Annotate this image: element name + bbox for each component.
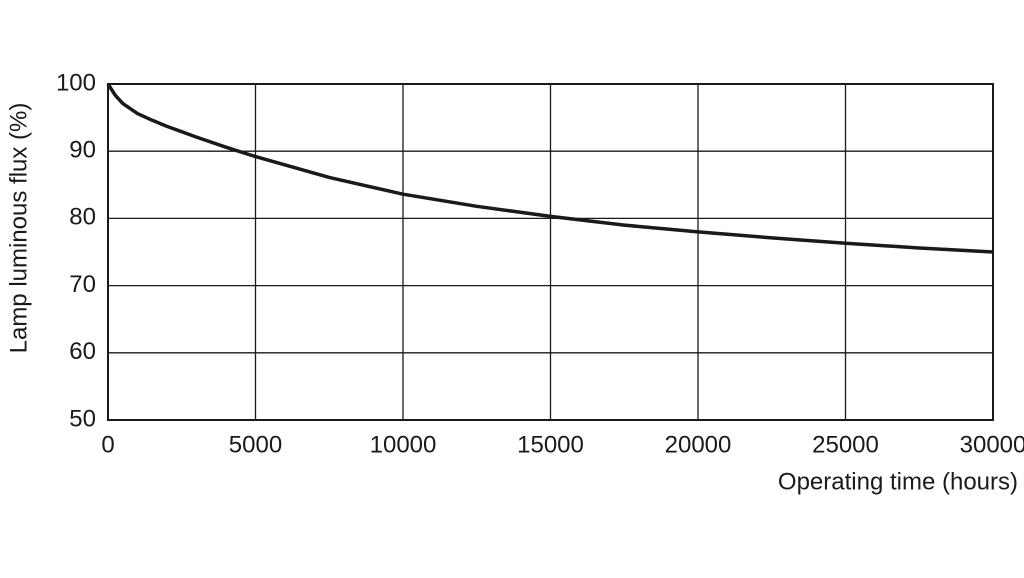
- x-tick-label: 15000: [517, 431, 584, 458]
- y-tick-label: 90: [69, 137, 96, 164]
- y-tick-label: 50: [69, 405, 96, 432]
- y-tick-label: 100: [56, 69, 96, 96]
- x-tick-label: 5000: [229, 431, 282, 458]
- x-tick-label: 20000: [665, 431, 732, 458]
- y-tick-label: 60: [69, 338, 96, 365]
- x-tick-label: 0: [101, 431, 114, 458]
- y-axis-label: Lamp luminous flux (%): [5, 103, 32, 354]
- y-tick-label: 80: [69, 204, 96, 231]
- y-tick-label: 70: [69, 271, 96, 298]
- x-tick-label: 10000: [370, 431, 437, 458]
- x-tick-label: 25000: [812, 431, 879, 458]
- x-axis-label: Operating time (hours): [778, 468, 1018, 495]
- data-line: [106, 83, 994, 254]
- x-tick-label: 30000: [960, 431, 1024, 458]
